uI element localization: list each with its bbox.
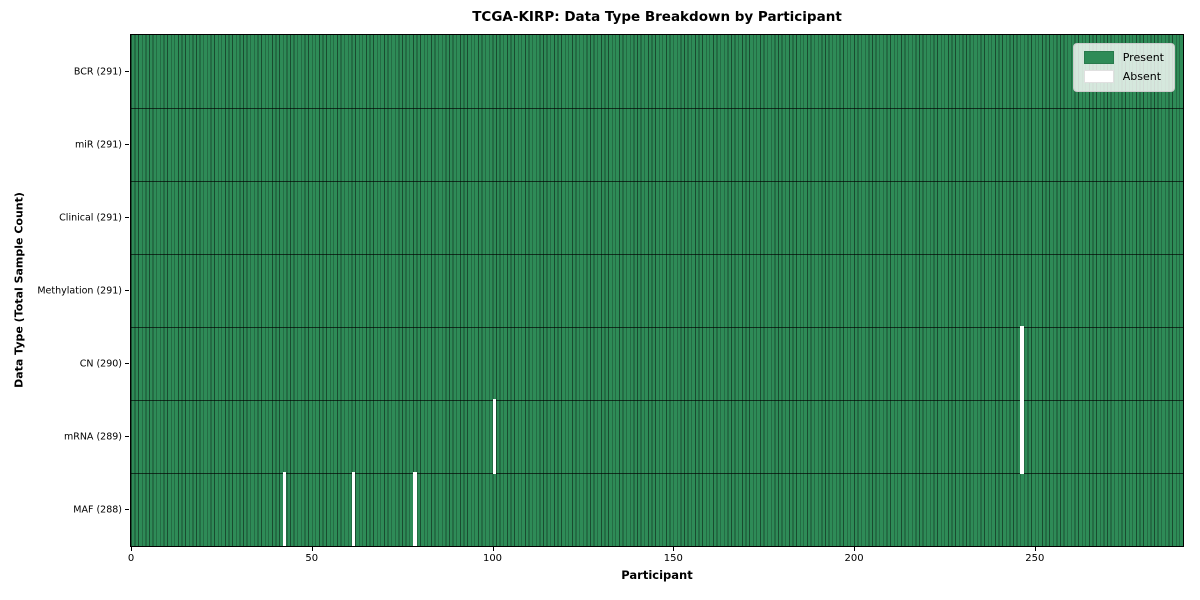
- y-tick-mark: [125, 217, 129, 218]
- row-separator: [131, 399, 1183, 401]
- x-tick-label: 50: [305, 553, 319, 564]
- legend-entry-present: Present: [1083, 51, 1164, 64]
- y-tick-mark: [125, 436, 129, 437]
- y-tick-label: miR (291): [74, 139, 122, 150]
- y-tick-mark: [125, 144, 129, 145]
- absent-bar-mRNA-100: [492, 399, 497, 474]
- y-tick-label: Clinical (291): [59, 212, 122, 223]
- y-tick-label: BCR (291): [73, 66, 122, 77]
- x-tick-mark: [311, 547, 313, 551]
- x-tick-label: 200: [844, 553, 864, 564]
- x-tick-label: 150: [663, 553, 683, 564]
- y-tick-mark: [125, 290, 129, 291]
- absent-bar-CN-246: [1020, 326, 1024, 401]
- x-tick-label: 250: [1025, 553, 1045, 564]
- x-tick-mark: [854, 547, 856, 551]
- x-tick-mark: [131, 547, 132, 551]
- x-tick-mark: [492, 547, 494, 551]
- y-tick-mark: [125, 509, 129, 510]
- legend: Present Absent: [1072, 43, 1175, 92]
- absent-bar-MAF-78: [412, 472, 417, 546]
- row-separator: [131, 180, 1183, 182]
- row-separator: [131, 326, 1183, 328]
- row-separator: [131, 253, 1183, 255]
- y-tick-mark: [125, 71, 129, 72]
- row-separator: [131, 472, 1183, 474]
- legend-swatch-present-icon: [1083, 51, 1114, 64]
- x-tick-label: 0: [127, 553, 135, 564]
- legend-swatch-absent-icon: [1083, 70, 1114, 83]
- absent-bar-mRNA-246: [1020, 399, 1024, 474]
- y-tick-label: mRNA (289): [63, 431, 122, 442]
- row-separator: [131, 107, 1183, 109]
- legend-label-present: Present: [1122, 51, 1164, 64]
- absent-bar-MAF-61: [351, 472, 356, 546]
- x-axis-label: Participant: [621, 568, 693, 582]
- x-tick-mark: [1034, 547, 1036, 551]
- y-tick-label: MAF (288): [73, 504, 122, 515]
- absent-bar-MAF-42: [282, 472, 287, 546]
- y-tick-mark: [125, 363, 129, 364]
- plot-area: Present Absent: [130, 34, 1184, 547]
- legend-label-absent: Absent: [1122, 70, 1162, 83]
- x-tick-label: 100: [482, 553, 503, 564]
- y-tick-label: Methylation (291): [37, 285, 122, 296]
- y-tick-label: CN (290): [79, 358, 122, 369]
- chart-title: TCGA-KIRP: Data Type Breakdown by Partic…: [472, 9, 842, 25]
- legend-entry-absent: Absent: [1083, 70, 1164, 83]
- x-tick-mark: [673, 547, 675, 551]
